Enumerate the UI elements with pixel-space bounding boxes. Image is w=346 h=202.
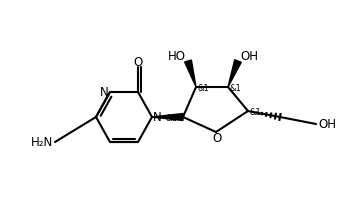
Text: &1: &1 — [230, 84, 242, 93]
Text: OH: OH — [318, 118, 336, 131]
Text: O: O — [212, 131, 222, 144]
Text: N: N — [153, 111, 162, 124]
Text: &1: &1 — [198, 84, 210, 93]
Polygon shape — [152, 114, 183, 121]
Text: H₂N: H₂N — [31, 136, 53, 149]
Text: &1: &1 — [250, 107, 262, 116]
Polygon shape — [228, 60, 241, 87]
Text: HO: HO — [168, 50, 186, 63]
Text: OH: OH — [240, 50, 258, 63]
Text: &1: &1 — [165, 114, 177, 122]
Polygon shape — [185, 61, 196, 87]
Text: N: N — [100, 86, 109, 99]
Text: O: O — [133, 56, 143, 69]
